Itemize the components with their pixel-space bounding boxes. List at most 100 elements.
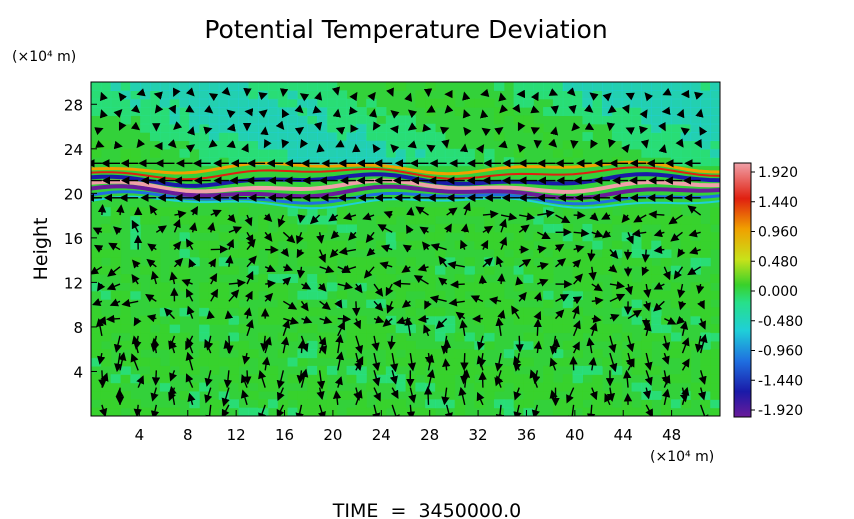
heatmap-cell (464, 282, 475, 292)
heatmap-cell (91, 98, 102, 108)
heatmap-cell (267, 307, 279, 317)
heatmap-cell (454, 407, 466, 416)
wind-vector (185, 351, 194, 371)
wind-vector (653, 300, 665, 312)
heatmap-cell (631, 132, 642, 142)
heatmap-cell (425, 407, 436, 416)
wind-vector (531, 404, 540, 416)
heatmap-cell (543, 90, 554, 100)
heatmap-cell (523, 399, 534, 409)
heatmap-cell (248, 115, 259, 125)
heatmap-cell (464, 148, 475, 158)
heatmap-cell (641, 257, 652, 267)
heatmap-cell (307, 140, 318, 150)
heatmap-cell (493, 82, 505, 91)
heatmap-cell (592, 332, 603, 342)
heatmap-cell (690, 140, 701, 150)
heatmap-cell (228, 265, 240, 275)
wind-vector (228, 289, 240, 302)
heatmap-cell (258, 382, 269, 392)
heatmap-cell (474, 207, 485, 217)
heatmap-cell (572, 90, 584, 100)
heatmap-cell (710, 148, 720, 158)
heatmap-cell (434, 249, 446, 258)
heatmap-cell (385, 257, 397, 267)
heatmap-cell (258, 282, 269, 292)
heatmap-cell (680, 140, 692, 150)
wind-vector (335, 139, 345, 148)
heatmap-cell (523, 315, 534, 325)
heatmap-cell (258, 107, 269, 116)
wind-vector (519, 212, 536, 221)
heatmap-cell (690, 90, 701, 100)
heatmap-cell (110, 290, 122, 300)
heatmap-cell (110, 257, 122, 267)
colorbar-tick-label: -0.480 (758, 314, 803, 330)
heatmap-cell (356, 332, 367, 342)
wind-vector (625, 352, 634, 368)
heatmap-cell (366, 299, 377, 309)
heatmap-cell (611, 123, 623, 133)
heatmap-cell (710, 307, 720, 317)
heatmap-cell (710, 332, 720, 342)
wind-vector (245, 270, 254, 285)
heatmap-cell (91, 407, 102, 416)
heatmap-cell (572, 290, 584, 300)
heatmap-cell (169, 349, 181, 359)
heatmap-cell (208, 282, 220, 292)
heatmap-cell (484, 98, 495, 108)
heatmap-cell (366, 290, 377, 300)
y-axis-label: Height (30, 218, 52, 281)
heatmap-cell (651, 274, 662, 283)
wind-vector (131, 104, 141, 114)
heatmap-cell (120, 357, 131, 367)
heatmap-cell (91, 140, 102, 150)
heatmap-cell (297, 215, 308, 225)
heatmap-cell (258, 140, 269, 150)
wind-vector (591, 296, 604, 306)
wind-vector (678, 301, 687, 311)
heatmap-cell (710, 365, 720, 375)
heatmap-cell (208, 148, 220, 158)
heatmap-cell (454, 240, 466, 250)
heatmap-cell (523, 290, 534, 300)
heatmap-cell (326, 365, 338, 375)
heatmap-cell (149, 115, 161, 125)
heatmap-cell (199, 157, 210, 167)
heatmap-cell (376, 140, 387, 150)
heatmap-cell (258, 98, 269, 108)
heatmap-cell (376, 399, 387, 409)
wind-vector (377, 224, 393, 233)
heatmap-cell (425, 157, 436, 167)
heatmap-cell (366, 98, 377, 108)
heatmap-cell (680, 157, 692, 167)
heatmap-cell (356, 107, 367, 116)
heatmap-cell (336, 98, 348, 108)
heatmap-cell (130, 98, 141, 108)
heatmap-cell (385, 215, 397, 225)
heatmap-cell (710, 382, 720, 392)
heatmap-cell (533, 90, 544, 100)
heatmap-cell (641, 382, 652, 392)
heatmap-cell (258, 90, 269, 100)
heatmap-cell (533, 332, 544, 342)
heatmap-cell (425, 307, 436, 317)
heatmap-cell (218, 82, 230, 91)
heatmap-cell (307, 340, 318, 350)
heatmap-cell (248, 140, 259, 150)
wind-vector (190, 205, 199, 216)
heatmap-cell (464, 307, 475, 317)
heatmap-cell (140, 215, 151, 225)
heatmap-cell (444, 157, 456, 167)
heatmap-cell (562, 407, 574, 416)
colorbar (733, 162, 752, 418)
heatmap-cell (307, 240, 318, 250)
wind-vector (355, 335, 364, 355)
heatmap-cell (326, 115, 338, 125)
wind-vector (226, 109, 236, 119)
heatmap-cell (434, 374, 446, 384)
heatmap-cell (670, 132, 682, 142)
heatmap-cell (258, 215, 269, 225)
heatmap-cell (267, 374, 279, 384)
